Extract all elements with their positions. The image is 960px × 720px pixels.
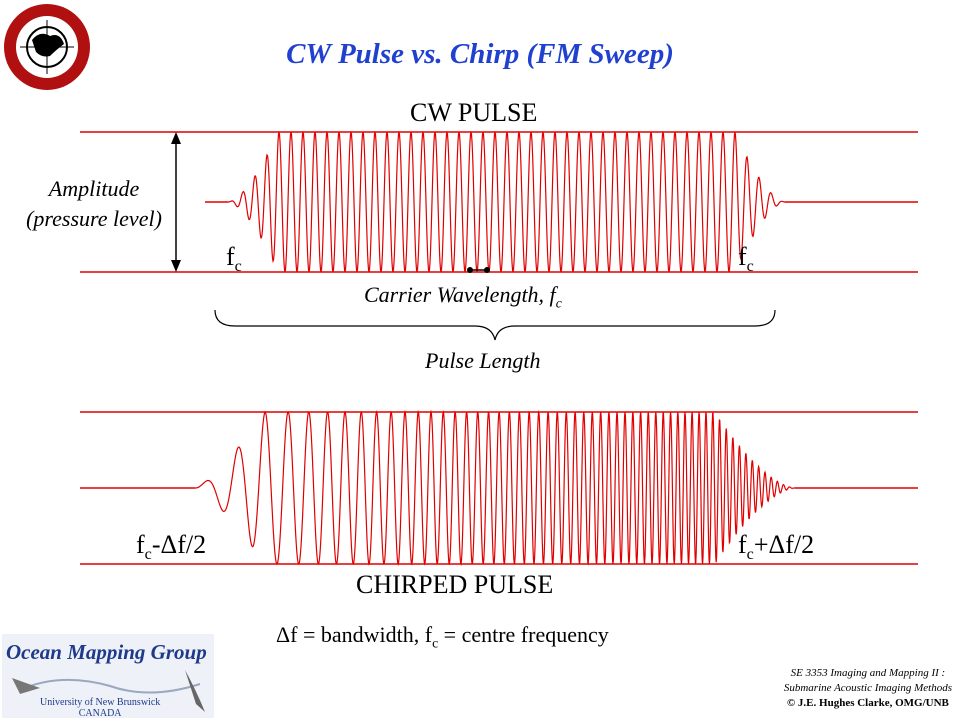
definition-text: Δf = bandwidth, fc = centre frequency [276, 622, 609, 651]
fc-left-label: fc [226, 242, 242, 276]
slide-title: CW Pulse vs. Chirp (FM Sweep) [286, 38, 674, 70]
amplitude-label-line1: Amplitude [48, 176, 140, 201]
chirp-waveform [195, 409, 795, 567]
amplitude-arrow [171, 132, 181, 272]
cw-heading: CW PULSE [410, 98, 538, 127]
ocean-mapping-logo [2, 634, 214, 718]
amplitude-label-line2: (pressure level) [26, 206, 162, 231]
pulse-length-brace [214, 309, 776, 341]
carrier-wavelength-label: Carrier Wavelength, fc [364, 282, 562, 311]
course-footer: SE 3353 Imaging and Mapping II : Submari… [783, 667, 952, 709]
chirp-heading: CHIRPED PULSE [356, 570, 554, 599]
unb-logo [4, 4, 90, 90]
fc-right-label: fc [738, 242, 754, 276]
chirp-low-frequency-label: fc-Δf/2 [136, 530, 207, 564]
amplitude-label: Amplitude (pressure level) [0, 176, 188, 232]
ocean-mapping-group-name: Ocean Mapping Group [6, 640, 207, 664]
cw-waveform [228, 131, 785, 273]
pulse-length-label: Pulse Length [425, 348, 541, 373]
ocean-mapping-affiliation: University of New Brunswick CANADA [40, 697, 161, 719]
carrier-wavelength-marker [467, 267, 490, 273]
chirp-high-frequency-label: fc+Δf/2 [738, 530, 815, 564]
